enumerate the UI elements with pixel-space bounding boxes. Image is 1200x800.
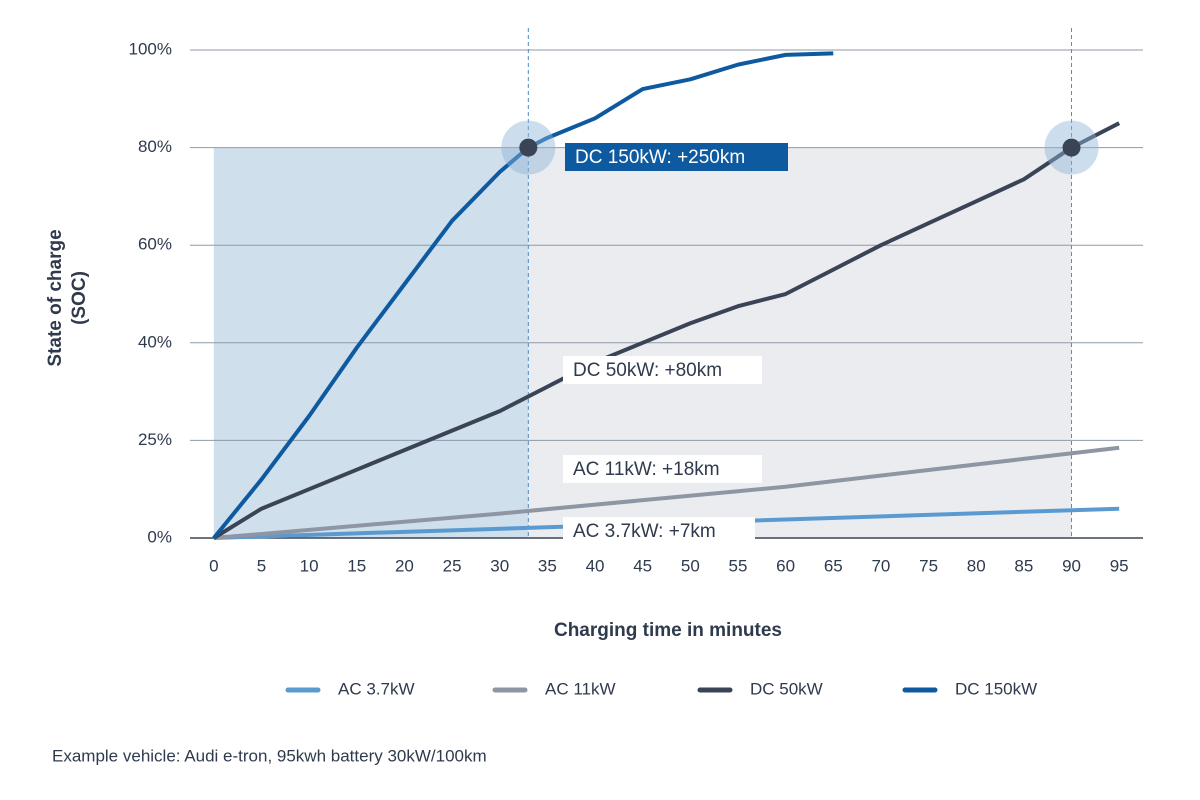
annotation-box: [563, 455, 762, 483]
x-tick-label: 20: [395, 556, 414, 575]
footnote: Example vehicle: Audi e-tron, 95kwh batt…: [52, 746, 487, 765]
x-tick-label: 35: [538, 556, 557, 575]
x-tick-label: 55: [729, 556, 748, 575]
x-axis-label: Charging time in minutes: [554, 620, 782, 641]
x-tick-label: 95: [1110, 556, 1129, 575]
y-tick-label: 60%: [138, 235, 172, 254]
x-tick-label: 15: [347, 556, 366, 575]
x-tick-label: 25: [443, 556, 462, 575]
marker: [519, 138, 538, 157]
y-tick-label: 0%: [147, 527, 172, 546]
annotation-box: [563, 356, 762, 384]
legend-label: AC 3.7kW: [338, 679, 415, 698]
annotation: AC 3.7kW: +7km: [573, 521, 716, 542]
y-axis-label: State of charge: [45, 229, 66, 366]
line-series: [213, 445, 1120, 540]
x-tick-label: 60: [776, 556, 795, 575]
annotation: DC 50kW: +80km: [573, 360, 722, 381]
annotation: DC 150kW: +250km: [575, 147, 745, 168]
x-tick-label: 80: [967, 556, 986, 575]
y-tick-label: 40%: [138, 332, 172, 351]
line-series: [212, 121, 1121, 540]
y-axis-label: (SOC): [69, 271, 90, 325]
annotation-box: [565, 143, 788, 171]
y-tick-label: 25%: [138, 430, 172, 449]
x-tick-label: 50: [681, 556, 700, 575]
x-tick-label: 90: [1062, 556, 1081, 575]
x-tick-label: 65: [824, 556, 843, 575]
x-tick-label: 40: [586, 556, 605, 575]
x-tick-label: 85: [1014, 556, 1033, 575]
x-tick-label: 5: [257, 556, 266, 575]
legend-label: DC 150kW: [955, 679, 1037, 698]
legend-label: AC 11kW: [545, 679, 616, 698]
y-tick-label: 80%: [138, 137, 172, 156]
annotation: AC 11kW: +18km: [573, 459, 720, 480]
x-tick-label: 45: [633, 556, 652, 575]
marker: [1062, 138, 1081, 157]
y-tick-label: 100%: [129, 39, 172, 58]
x-tick-label: 70: [871, 556, 890, 575]
legend-label: DC 50kW: [750, 679, 823, 698]
x-tick-label: 30: [490, 556, 509, 575]
x-tick-label: 0: [209, 556, 218, 575]
annotation-box: [563, 517, 755, 545]
x-tick-label: 75: [919, 556, 938, 575]
x-tick-label: 10: [300, 556, 319, 575]
